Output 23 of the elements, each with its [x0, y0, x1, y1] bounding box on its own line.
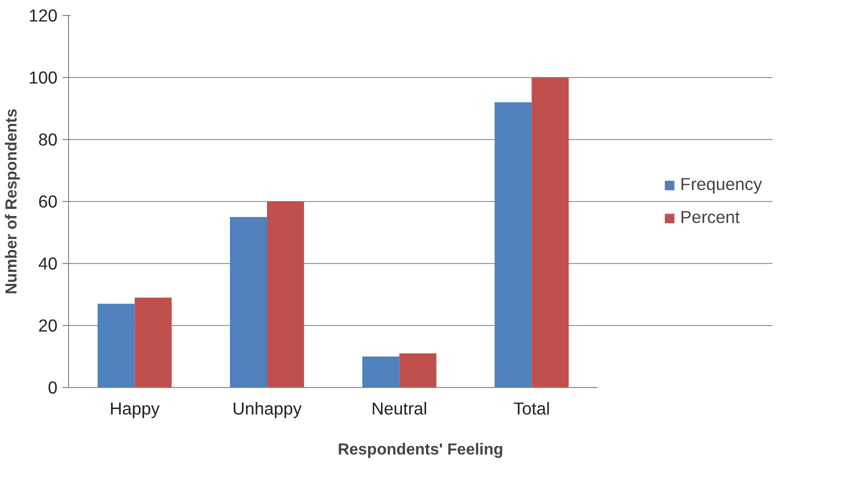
- bar: [134, 298, 172, 388]
- bar: [532, 78, 569, 388]
- y-tick-label: 0: [48, 378, 58, 398]
- bar: [230, 217, 267, 388]
- x-axis-title: Respondents' Feeling: [338, 442, 504, 458]
- y-tick-label: 80: [38, 130, 58, 150]
- y-tick-label: 120: [28, 6, 58, 26]
- bar: [399, 353, 436, 388]
- y-tick-label: 20: [38, 316, 58, 336]
- y-axis-title: Number of Respondents: [4, 108, 21, 294]
- y-tick-label: 40: [38, 254, 58, 274]
- legend-label: Percent: [680, 207, 740, 228]
- legend-label: Frequency: [680, 174, 762, 195]
- x-tick-label: Happy: [110, 398, 160, 418]
- bar: [266, 202, 304, 388]
- y-tick-label: 60: [38, 192, 58, 212]
- bar: [362, 356, 400, 388]
- y-tick-label: 100: [28, 68, 58, 88]
- x-tick-label: Neutral: [371, 398, 428, 418]
- bar: [494, 102, 532, 388]
- bar: [98, 304, 135, 388]
- x-tick-label: Unhappy: [232, 398, 302, 418]
- x-tick-label: Total: [513, 398, 550, 418]
